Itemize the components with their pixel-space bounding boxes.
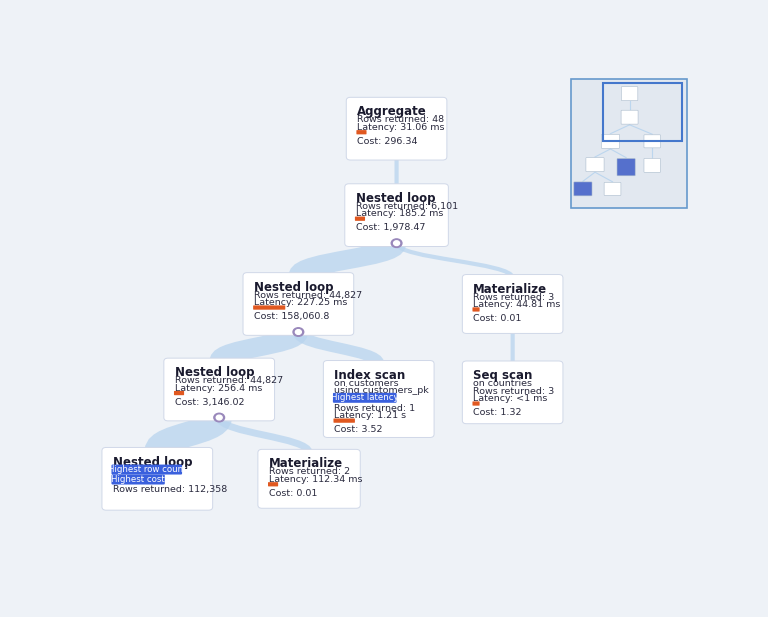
Text: Nested loop: Nested loop <box>253 281 333 294</box>
FancyBboxPatch shape <box>621 110 638 124</box>
Text: Rows returned: 48: Rows returned: 48 <box>357 115 444 125</box>
Text: Cost: 0.01: Cost: 0.01 <box>269 489 317 498</box>
Text: Latency: 256.4 ms: Latency: 256.4 ms <box>174 384 262 393</box>
Circle shape <box>293 328 303 336</box>
FancyBboxPatch shape <box>355 217 365 221</box>
Text: Rows returned: 44,827: Rows returned: 44,827 <box>253 291 362 300</box>
FancyBboxPatch shape <box>356 130 366 135</box>
Text: Latency: 112.34 ms: Latency: 112.34 ms <box>269 475 362 484</box>
FancyBboxPatch shape <box>258 449 360 508</box>
Text: Highest row count: Highest row count <box>108 465 186 474</box>
Text: Highest latency: Highest latency <box>331 393 399 402</box>
Text: Highest cost: Highest cost <box>111 475 165 484</box>
Text: Rows returned: 44,827: Rows returned: 44,827 <box>174 376 283 385</box>
Text: Cost: 158,060.8: Cost: 158,060.8 <box>253 312 329 321</box>
Text: Cost: 296.34: Cost: 296.34 <box>357 137 418 146</box>
FancyBboxPatch shape <box>164 358 275 421</box>
FancyBboxPatch shape <box>574 182 592 196</box>
FancyBboxPatch shape <box>617 159 635 176</box>
FancyBboxPatch shape <box>601 135 620 148</box>
FancyBboxPatch shape <box>243 273 354 336</box>
Text: Cost: 1,978.47: Cost: 1,978.47 <box>356 223 425 232</box>
Text: Latency: 1.21 s: Latency: 1.21 s <box>334 412 406 420</box>
FancyBboxPatch shape <box>102 447 213 510</box>
FancyBboxPatch shape <box>345 184 449 247</box>
FancyBboxPatch shape <box>111 465 182 474</box>
Text: Latency: 44.81 ms: Latency: 44.81 ms <box>473 300 561 309</box>
Text: Cost: 3,146.02: Cost: 3,146.02 <box>174 397 244 407</box>
Circle shape <box>391 239 402 247</box>
FancyBboxPatch shape <box>333 393 396 403</box>
Text: Nested loop: Nested loop <box>174 366 254 379</box>
FancyBboxPatch shape <box>621 87 637 101</box>
FancyBboxPatch shape <box>586 157 604 172</box>
Text: on countries: on countries <box>473 379 532 388</box>
Circle shape <box>217 415 222 420</box>
Text: Latency: 31.06 ms: Latency: 31.06 ms <box>357 123 445 132</box>
Text: Nested loop: Nested loop <box>356 192 435 205</box>
Text: Aggregate: Aggregate <box>357 106 427 118</box>
Circle shape <box>214 413 224 422</box>
Text: Nested loop: Nested loop <box>113 455 192 468</box>
Text: Latency: 227.25 ms: Latency: 227.25 ms <box>253 298 347 307</box>
Circle shape <box>393 241 399 246</box>
Text: on customers: on customers <box>334 379 399 387</box>
FancyBboxPatch shape <box>571 79 687 208</box>
FancyBboxPatch shape <box>644 159 660 172</box>
Text: Rows returned: 2: Rows returned: 2 <box>269 468 349 476</box>
Text: using customers_pk: using customers_pk <box>334 386 429 395</box>
Text: Seq scan: Seq scan <box>473 369 532 382</box>
FancyBboxPatch shape <box>253 305 285 310</box>
Text: Materialize: Materialize <box>269 457 343 470</box>
FancyBboxPatch shape <box>472 402 479 405</box>
Text: Cost: 0.01: Cost: 0.01 <box>473 314 521 323</box>
Text: Cost: 1.32: Cost: 1.32 <box>473 408 521 417</box>
Text: Rows returned: 6,101: Rows returned: 6,101 <box>356 202 458 211</box>
Text: Index scan: Index scan <box>334 368 406 381</box>
Text: Latency: <1 ms: Latency: <1 ms <box>473 394 548 404</box>
Text: Materialize: Materialize <box>473 283 547 296</box>
FancyBboxPatch shape <box>346 97 447 160</box>
FancyBboxPatch shape <box>111 474 165 484</box>
Circle shape <box>296 329 301 334</box>
FancyBboxPatch shape <box>268 482 278 486</box>
Text: Rows returned: 3: Rows returned: 3 <box>473 387 554 395</box>
FancyBboxPatch shape <box>174 391 184 395</box>
FancyBboxPatch shape <box>472 307 479 312</box>
Text: Latency: 185.2 ms: Latency: 185.2 ms <box>356 209 443 218</box>
FancyBboxPatch shape <box>462 361 563 424</box>
FancyBboxPatch shape <box>462 275 563 333</box>
FancyBboxPatch shape <box>333 418 355 423</box>
Text: Rows returned: 112,358: Rows returned: 112,358 <box>113 486 227 494</box>
FancyBboxPatch shape <box>644 135 660 148</box>
FancyBboxPatch shape <box>323 360 434 437</box>
FancyBboxPatch shape <box>604 183 621 196</box>
Text: Rows returned: 1: Rows returned: 1 <box>334 404 415 413</box>
Text: Cost: 3.52: Cost: 3.52 <box>334 425 382 434</box>
Text: Rows returned: 3: Rows returned: 3 <box>473 292 554 302</box>
